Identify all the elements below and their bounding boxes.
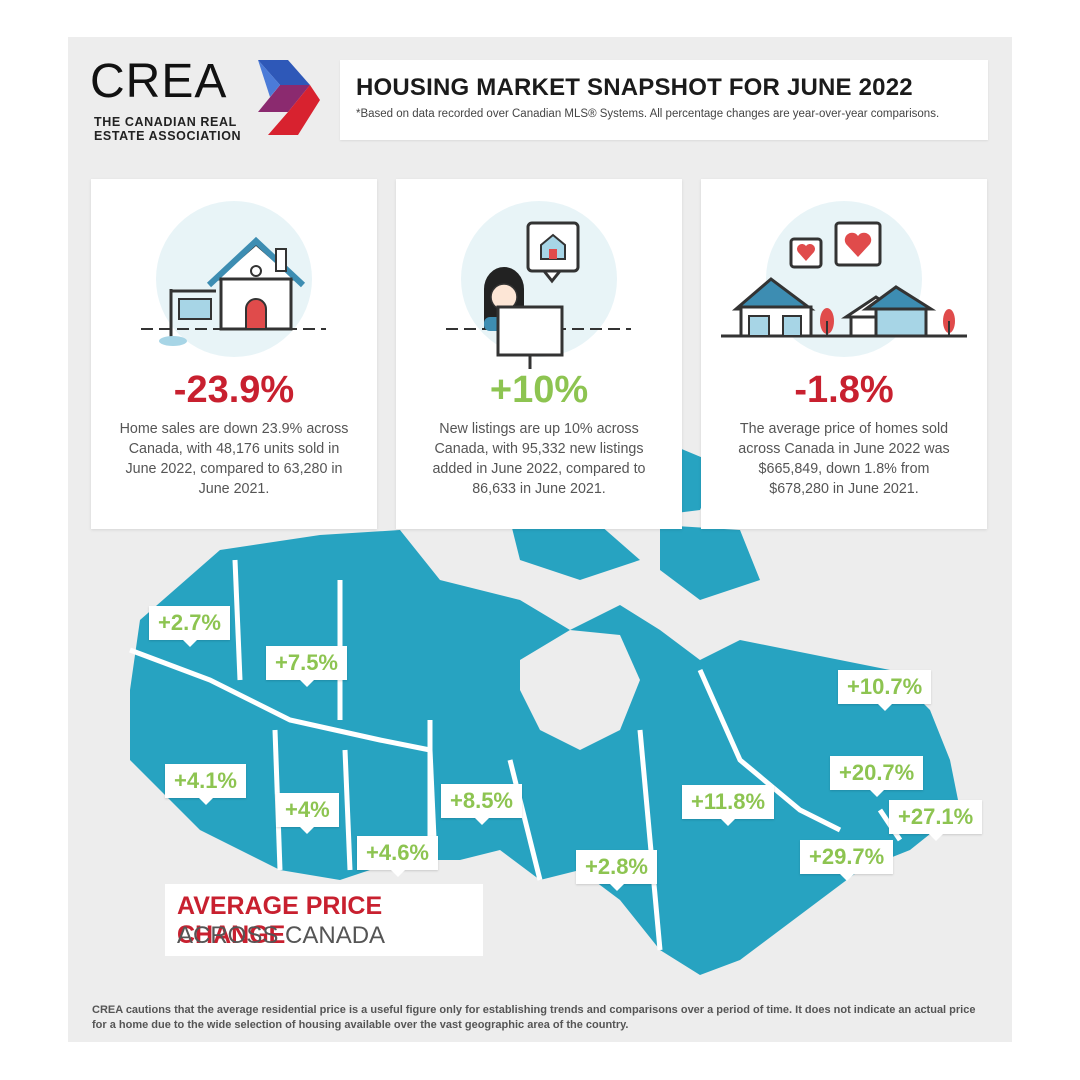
canada-map [129, 440, 960, 975]
crea-chevron-icon [258, 60, 320, 135]
logo-wordmark: CREA [90, 55, 228, 108]
map-label-newfoundland: +10.7% [838, 670, 932, 711]
map-label-saskatchewan: +4.6% [357, 836, 438, 877]
home-sales-stat: -23.9% [173, 369, 295, 411]
map-label-british-columbia-north: +2.7% [149, 606, 230, 647]
map-label-ontario: +2.8% [576, 850, 657, 891]
new-listings-stat: +10% [489, 369, 589, 411]
houses-hearts-icon [721, 201, 967, 357]
map-title-line1: AVERAGE PRICE CHANGE [177, 892, 383, 949]
person-computer-icon [446, 201, 631, 369]
footnote: CREA cautions that the average residenti… [92, 1004, 976, 1031]
new-listings-card: +10% New listings are up 10% across Cana… [396, 179, 682, 529]
average-price-description: The average price of homes sold across C… [738, 421, 950, 497]
page-title: HOUSING MARKET SNAPSHOT FOR JUNE 2022 [356, 74, 913, 101]
crea-logo: CREA THE CANADIAN REAL ESTATE ASSOCIATIO… [90, 55, 320, 150]
home-sales-card: -23.9% Home sales are down 23.9% across … [91, 179, 377, 529]
map-label-quebec: +11.8% [682, 785, 775, 826]
map-title-line2: ACROSS CANADA [177, 922, 386, 949]
header-note: *Based on data recorded over Canadian ML… [356, 108, 940, 120]
new-listings-description: New listings are up 10% across Canada, w… [432, 421, 646, 497]
map-label-manitoba: +8.5% [441, 784, 522, 825]
map-label-british-columbia: +4.1% [165, 764, 246, 805]
map-label-alberta: +4% [276, 793, 339, 834]
house-sign-icon [141, 201, 326, 357]
map-label-pei: +20.7% [830, 756, 924, 797]
snapshot-header: HOUSING MARKET SNAPSHOT FOR JUNE 2022 *B… [340, 60, 988, 140]
home-sales-description: Home sales are down 23.9% across Canada,… [119, 421, 349, 497]
map-label-new-brunswick: +29.7% [800, 840, 894, 881]
map-title-box: AVERAGE PRICE CHANGE ACROSS CANADA [165, 884, 483, 956]
map-label-northwest: +7.5% [266, 646, 347, 687]
logo-subtitle: THE CANADIAN REAL ESTATE ASSOCIATION [94, 115, 242, 143]
average-price-stat: -1.8% [794, 369, 894, 411]
map-label-nova-scotia: +27.1% [889, 800, 983, 841]
average-price-card: -1.8% The average price of homes sold ac… [701, 179, 987, 529]
